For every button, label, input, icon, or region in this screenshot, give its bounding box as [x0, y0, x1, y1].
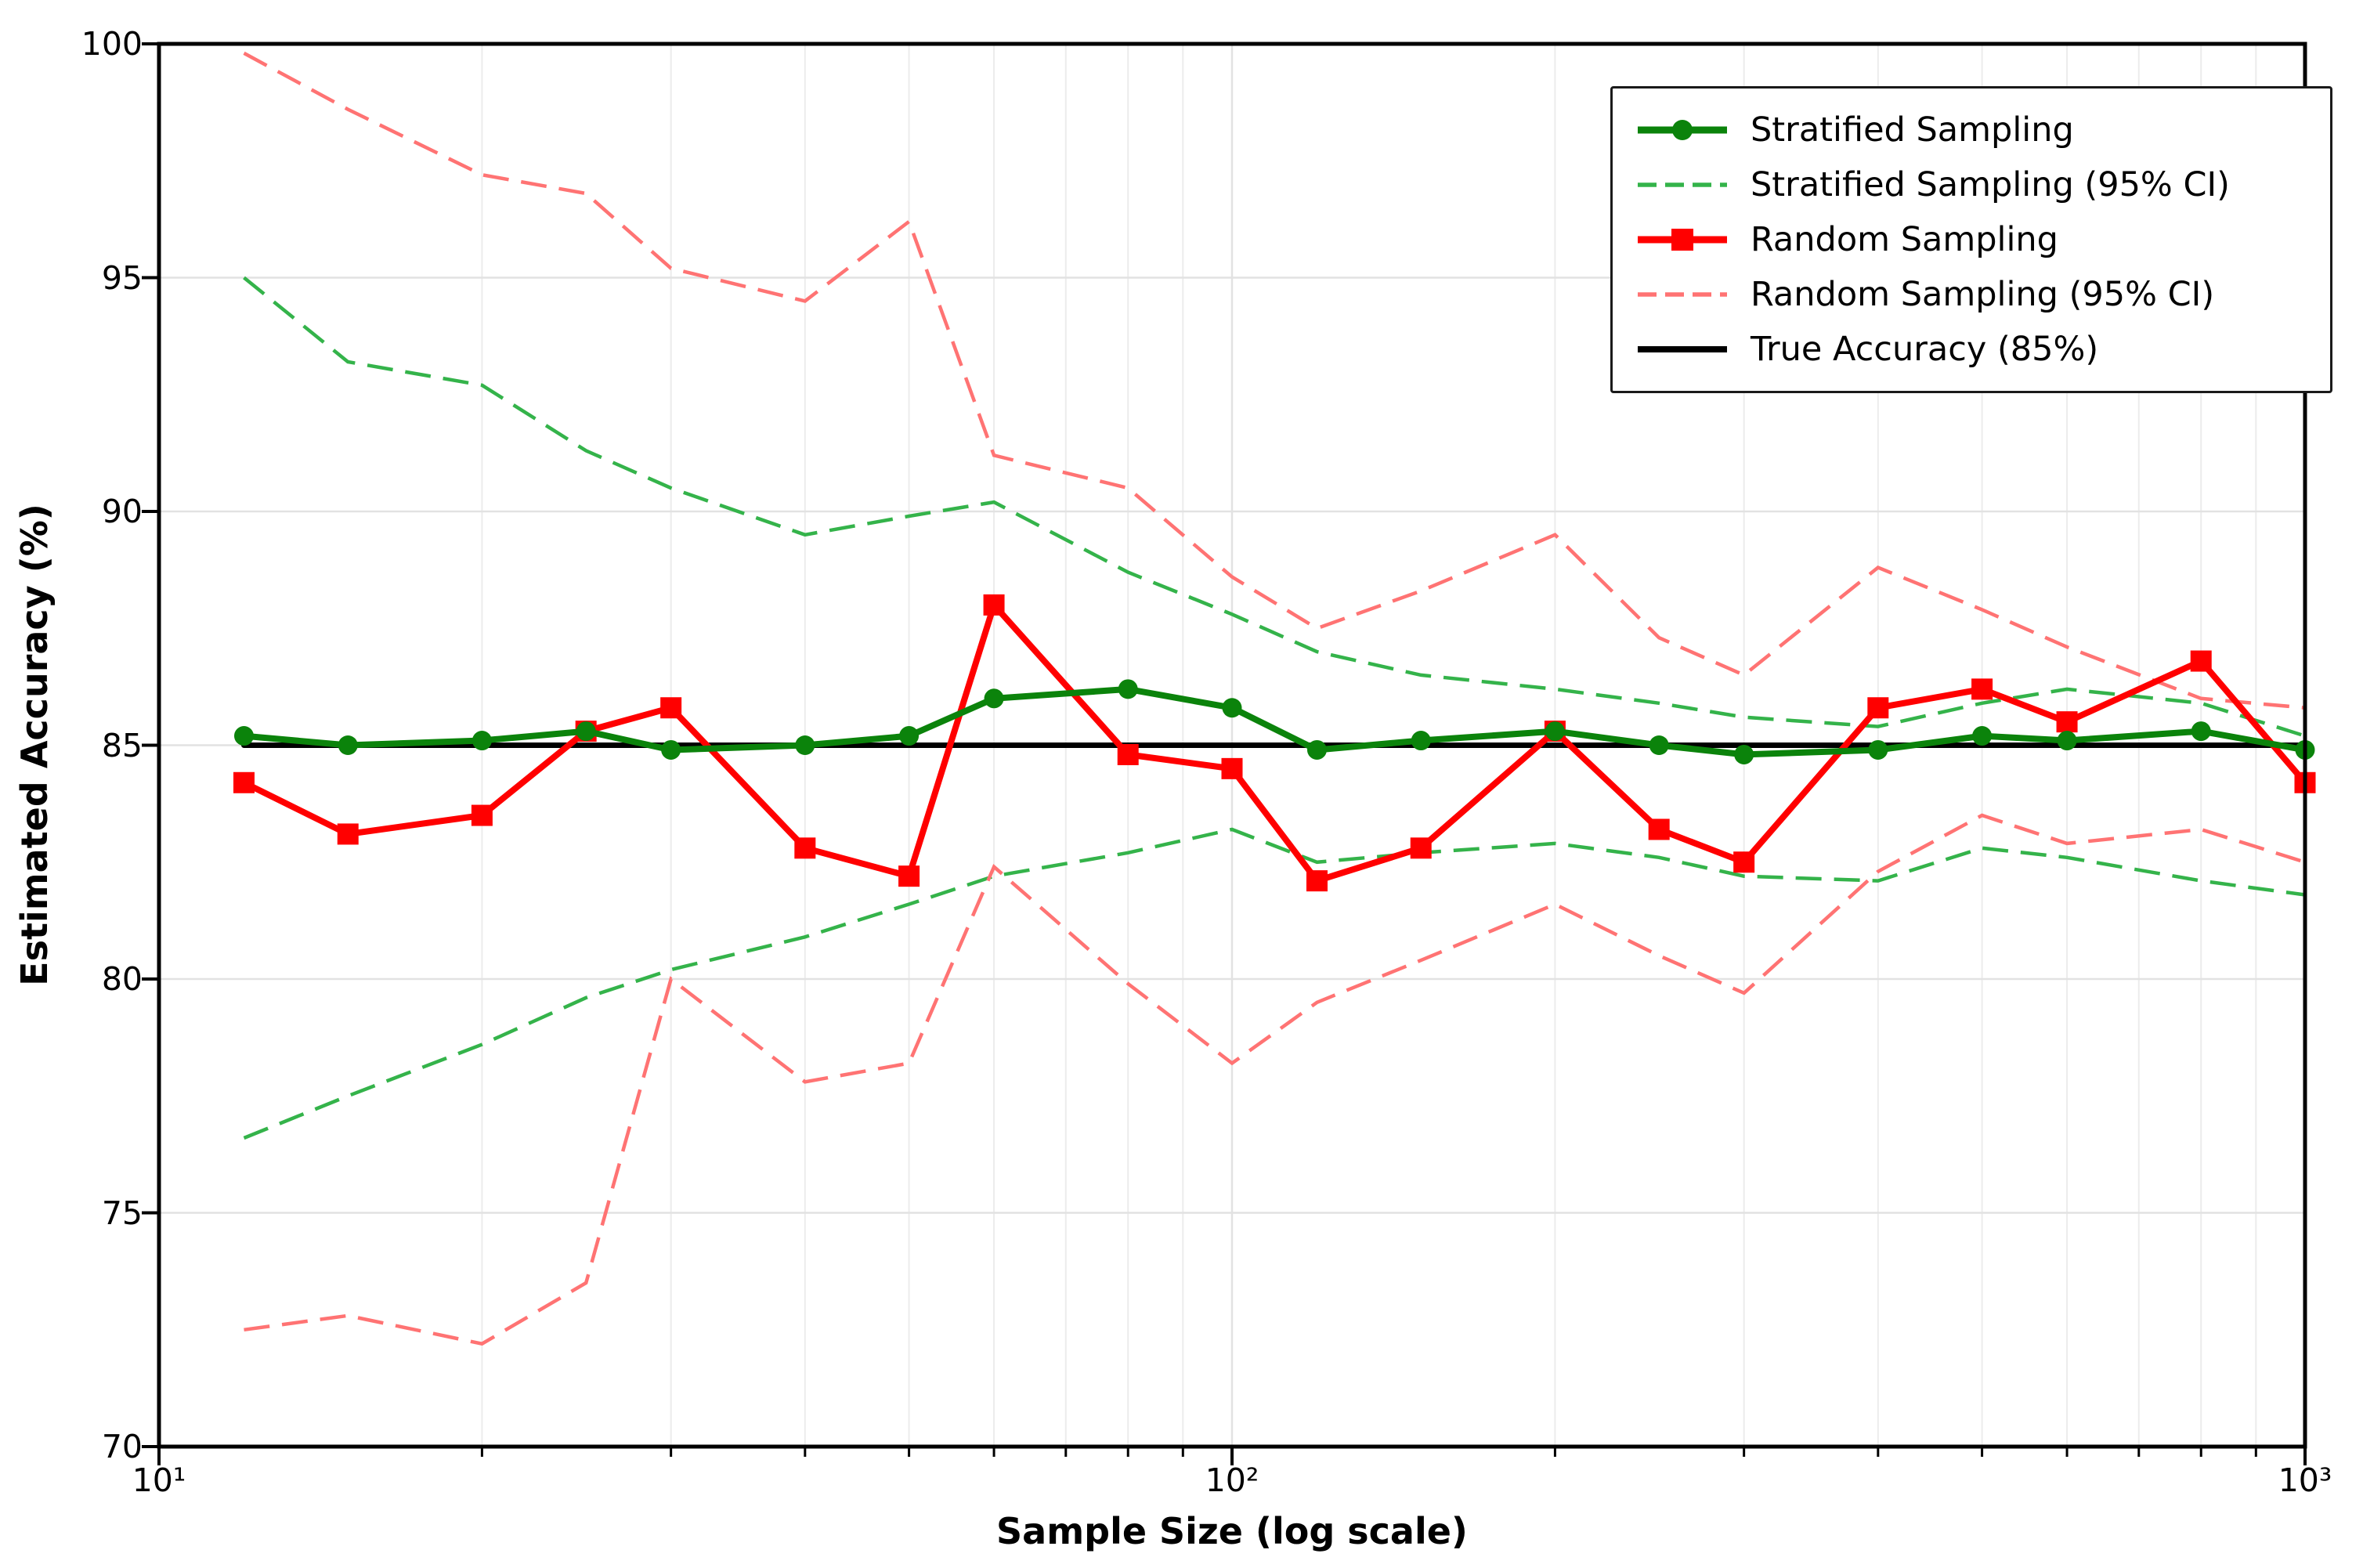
x-tick-label: 10² [1205, 1461, 1259, 1499]
x-tick-label: 10³ [2278, 1461, 2332, 1499]
y-tick-label: 75 [101, 1194, 143, 1232]
legend-item-label: Random Sampling (95% CI) [1751, 275, 2215, 314]
legend-item-random-ci: Random Sampling (95% CI) [1635, 270, 2308, 319]
y-tick-label: 95 [101, 258, 143, 297]
x-tick-label: 10¹ [132, 1461, 186, 1499]
y-tick-label: 90 [101, 493, 143, 530]
legend-item-stratified: Stratified Sampling [1635, 106, 2308, 154]
legend-swatch-stratified-ci-icon [1638, 182, 1727, 187]
legend-item-true-accuracy: True Accuracy (85%) [1635, 325, 2308, 374]
legend: Stratified Sampling Stratified Sampling … [1610, 86, 2332, 393]
legend-swatch-random-line-icon [1638, 229, 1727, 251]
legend-item-stratified-ci: Stratified Sampling (95% CI) [1635, 161, 2308, 209]
y-axis-label: Estimated Accuracy (%) [13, 504, 56, 986]
y-tick-label: 70 [101, 1428, 143, 1465]
legend-swatch-true-accuracy-icon [1638, 346, 1727, 352]
legend-item-label: True Accuracy (85%) [1751, 330, 2099, 369]
legend-swatch-stratified-line-icon [1638, 120, 1727, 140]
y-tick-label: 80 [101, 960, 143, 998]
legend-swatch-random-ci-icon [1638, 292, 1727, 297]
legend-item-label: Random Sampling [1751, 220, 2058, 259]
legend-item-random: Random Sampling [1635, 215, 2308, 264]
y-tick-label: 85 [101, 726, 143, 764]
x-axis-label: Sample Size (log scale) [996, 1510, 1468, 1552]
y-tick-label: 100 [81, 25, 143, 63]
legend-item-label: Stratified Sampling (95% CI) [1751, 165, 2230, 204]
legend-item-label: Stratified Sampling [1751, 110, 2074, 150]
